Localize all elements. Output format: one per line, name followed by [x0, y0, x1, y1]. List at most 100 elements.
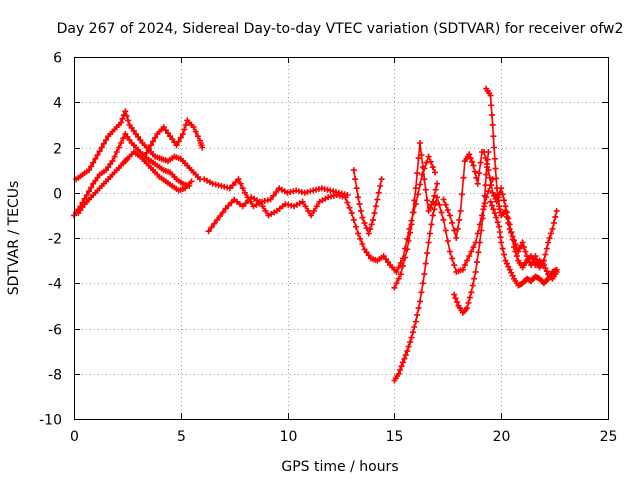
x-tick-label: 25	[600, 429, 618, 445]
y-tick-label: -2	[48, 232, 62, 248]
data-point-plus	[395, 275, 402, 282]
data-point-plus	[440, 216, 447, 223]
data-point-plus	[425, 153, 432, 160]
data-point-plus	[552, 213, 559, 220]
data-point-plus	[237, 180, 244, 187]
y-tick-label: 6	[53, 51, 62, 67]
data-point-plus	[353, 185, 360, 192]
data-point-plus	[451, 262, 458, 269]
data-point-plus	[459, 266, 466, 273]
data-point-plus	[405, 238, 412, 244]
data-point-plus	[123, 112, 130, 119]
data-point-plus	[395, 370, 402, 377]
data-point-plus	[453, 235, 460, 241]
data-point-plus	[357, 235, 364, 242]
data-point-plus	[228, 199, 235, 206]
data-point-plus	[482, 155, 489, 162]
data-point-plus	[494, 219, 501, 226]
y-tick-label: -10	[39, 413, 62, 429]
series-ofw2-track-8	[350, 167, 385, 237]
data-point-plus	[444, 238, 451, 244]
data-point-plus	[365, 230, 372, 237]
data-point-plus	[451, 291, 458, 298]
data-point-plus	[421, 176, 428, 183]
data-point-plus	[468, 248, 475, 255]
y-tick-label: 2	[53, 142, 62, 158]
data-point-plus	[485, 167, 492, 174]
data-point-plus	[503, 260, 510, 267]
data-point-plus	[449, 219, 456, 226]
data-point-plus	[488, 182, 495, 189]
data-point-plus	[422, 260, 429, 267]
data-point-plus	[262, 207, 269, 214]
x-tick-label: 15	[386, 429, 404, 445]
data-point-plus	[468, 289, 475, 296]
data-point-plus	[422, 186, 429, 193]
data-point-plus	[225, 202, 232, 209]
data-point-plus	[449, 255, 456, 262]
data-point-plus	[115, 144, 122, 151]
series-ofw2-track-14	[487, 198, 560, 289]
data-point-plus	[546, 235, 553, 241]
data-point-plus	[188, 178, 195, 185]
data-point-plus	[355, 194, 362, 201]
data-point-plus	[405, 343, 412, 350]
data-point-plus	[499, 191, 506, 198]
data-point-plus	[444, 207, 451, 214]
data-point-plus	[491, 210, 498, 217]
data-point-plus	[113, 149, 120, 155]
data-point-plus	[414, 170, 421, 177]
data-point-plus	[359, 214, 366, 221]
data-point-plus	[211, 220, 218, 227]
data-point-plus	[474, 180, 481, 187]
data-point-plus	[478, 227, 485, 234]
data-point-plus	[493, 214, 500, 221]
data-point-plus	[88, 163, 95, 170]
data-point-plus	[543, 245, 550, 252]
data-point-plus	[459, 191, 465, 198]
data-point-plus	[404, 348, 411, 355]
data-point-plus	[241, 189, 248, 196]
data-point-plus	[299, 198, 306, 205]
data-point-plus	[465, 299, 472, 306]
data-point-plus	[182, 121, 189, 128]
data-point-plus	[235, 176, 242, 183]
data-point-plus	[346, 204, 353, 211]
data-point-plus	[412, 318, 419, 325]
data-point-plus	[440, 196, 447, 203]
data-point-plus	[451, 227, 458, 234]
data-point-plus	[302, 203, 309, 210]
data-point-plus	[446, 212, 453, 219]
data-point-plus	[407, 339, 414, 346]
data-point-plus	[477, 159, 484, 166]
data-point-plus	[442, 227, 449, 234]
grid-lines	[74, 57, 608, 419]
data-point-plus	[118, 140, 124, 146]
data-point-plus	[503, 209, 510, 216]
data-point-plus	[418, 289, 425, 296]
data-series	[71, 85, 560, 384]
data-point-plus	[476, 170, 483, 177]
data-point-plus	[214, 216, 221, 223]
data-point-plus	[490, 133, 497, 140]
data-point-plus	[421, 271, 428, 278]
data-point-plus	[487, 198, 494, 205]
data-point-plus	[208, 224, 215, 231]
data-point-plus	[124, 133, 131, 140]
data-point-plus	[432, 200, 439, 207]
data-point-plus	[219, 209, 226, 216]
data-point-plus	[125, 117, 132, 124]
data-point-plus	[473, 174, 480, 181]
data-point-plus	[86, 167, 92, 174]
data-point-plus	[361, 219, 368, 226]
data-point-plus	[371, 210, 378, 217]
data-point-plus	[513, 253, 520, 260]
data-point-plus	[411, 197, 418, 204]
x-tick-label: 0	[70, 429, 79, 445]
series-ofw2-track-11	[440, 149, 485, 241]
data-point-plus	[501, 251, 507, 258]
data-point-plus	[98, 144, 105, 151]
data-point-plus	[466, 253, 473, 260]
data-point-plus	[135, 133, 142, 140]
data-point-plus	[94, 174, 101, 181]
